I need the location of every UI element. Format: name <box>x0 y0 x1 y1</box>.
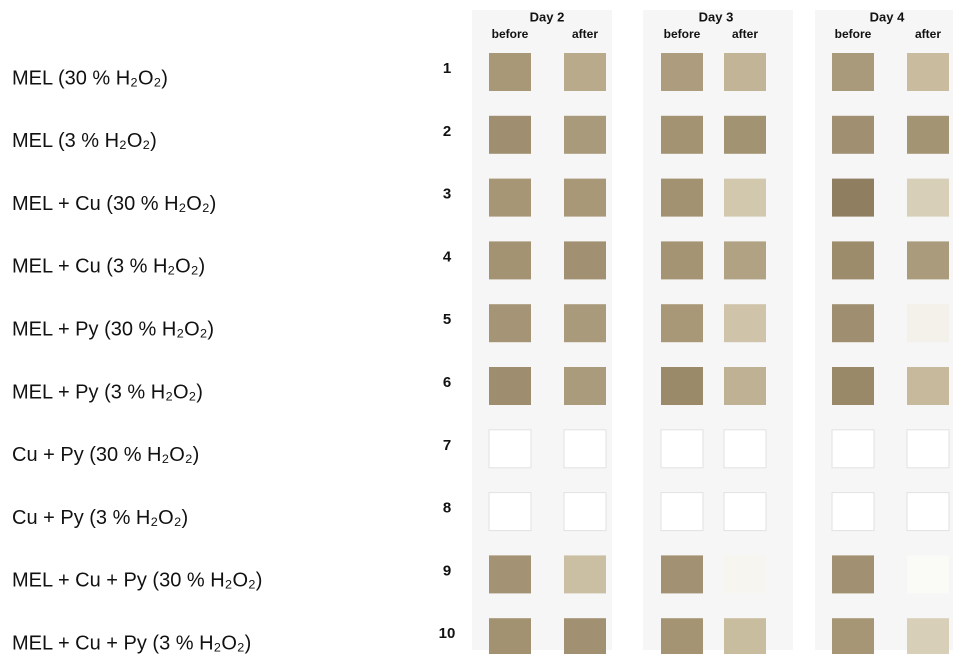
row-number: 4 <box>443 248 452 265</box>
swatch <box>564 116 606 154</box>
day-heading: Day 4 <box>870 9 905 24</box>
swatch <box>661 493 703 531</box>
row-label: MEL (3 % H₂O₂) <box>12 130 157 152</box>
swatch <box>489 555 531 593</box>
swatch <box>489 241 531 279</box>
swatch <box>489 53 531 91</box>
swatch <box>907 116 949 154</box>
swatch <box>661 618 703 654</box>
row-number: 7 <box>443 437 451 454</box>
row-number: 3 <box>443 186 451 203</box>
swatch <box>832 304 874 342</box>
after-heading: after <box>732 27 758 41</box>
after-heading: after <box>915 27 941 41</box>
swatch <box>724 367 766 405</box>
swatch <box>661 367 703 405</box>
before-heading: before <box>835 27 872 41</box>
swatch <box>661 116 703 154</box>
swatch <box>907 53 949 91</box>
row-number: 6 <box>443 374 451 391</box>
swatch <box>724 493 766 531</box>
after-heading: after <box>572 27 598 41</box>
swatch <box>907 304 949 342</box>
swatch <box>564 555 606 593</box>
before-heading: before <box>492 27 529 41</box>
row-label: Cu + Py (3 % H₂O₂) <box>12 507 188 529</box>
row-label: MEL + Py (3 % H₂O₂) <box>12 381 203 403</box>
swatch <box>564 367 606 405</box>
swatch <box>907 179 949 217</box>
swatch <box>564 179 606 217</box>
before-heading: before <box>664 27 701 41</box>
swatch <box>564 493 606 531</box>
swatch <box>724 430 766 468</box>
row-number: 2 <box>443 123 451 140</box>
row-label: MEL + Py (30 % H₂O₂) <box>12 318 214 340</box>
swatch <box>564 53 606 91</box>
swatch <box>907 555 949 593</box>
swatch <box>832 116 874 154</box>
swatch <box>832 367 874 405</box>
swatch <box>832 179 874 217</box>
swatch <box>661 304 703 342</box>
row-label: Cu + Py (30 % H₂O₂) <box>12 444 199 466</box>
swatch <box>832 618 874 654</box>
swatch <box>907 430 949 468</box>
swatch <box>724 53 766 91</box>
swatch <box>489 493 531 531</box>
row-label: MEL + Cu (30 % H₂O₂) <box>12 193 216 215</box>
row-label: MEL + Cu (3 % H₂O₂) <box>12 256 205 278</box>
swatch <box>724 304 766 342</box>
day-heading: Day 3 <box>699 9 734 24</box>
swatch <box>724 618 766 654</box>
swatch <box>661 53 703 91</box>
swatch <box>907 493 949 531</box>
row-number: 1 <box>443 60 451 77</box>
swatch <box>661 241 703 279</box>
swatch <box>832 430 874 468</box>
row-number: 9 <box>443 562 451 579</box>
swatch <box>832 555 874 593</box>
row-label: MEL (30 % H₂O₂) <box>12 67 168 89</box>
row-number: 8 <box>443 500 451 517</box>
row-label: MEL + Cu + Py (3 % H₂O₂) <box>12 632 251 654</box>
swatch <box>832 53 874 91</box>
swatch <box>489 116 531 154</box>
page: Day 2beforeafterDay 3beforeafterDay 4bef… <box>0 0 953 654</box>
swatch <box>489 304 531 342</box>
swatch <box>661 430 703 468</box>
swatch <box>907 618 949 654</box>
swatch <box>661 179 703 217</box>
figure: Day 2beforeafterDay 3beforeafterDay 4bef… <box>0 0 953 654</box>
swatch <box>489 179 531 217</box>
swatch <box>724 179 766 217</box>
swatch <box>724 555 766 593</box>
swatch <box>832 493 874 531</box>
swatch <box>907 367 949 405</box>
swatch <box>489 367 531 405</box>
swatch <box>489 618 531 654</box>
swatch <box>724 241 766 279</box>
swatch <box>832 241 874 279</box>
swatch <box>564 241 606 279</box>
swatch <box>661 555 703 593</box>
swatch <box>564 618 606 654</box>
swatch <box>724 116 766 154</box>
swatch <box>489 430 531 468</box>
swatch <box>907 241 949 279</box>
row-label: MEL + Cu + Py (30 % H₂O₂) <box>12 570 262 592</box>
day-heading: Day 2 <box>530 9 565 24</box>
swatch <box>564 430 606 468</box>
row-number: 10 <box>439 625 456 642</box>
swatch <box>564 304 606 342</box>
row-number: 5 <box>443 311 451 328</box>
